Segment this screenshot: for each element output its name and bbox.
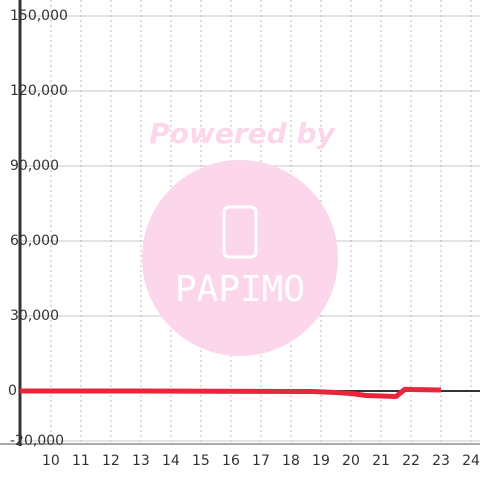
x-tick-label: 16 bbox=[222, 453, 240, 469]
watermark-logo: PAPIMO bbox=[175, 269, 305, 310]
y-tick-label: 30,000 bbox=[10, 308, 59, 324]
watermark-text: Powered by bbox=[149, 117, 336, 150]
x-tick-label: 12 bbox=[102, 453, 120, 469]
x-tick-label: 17 bbox=[252, 453, 270, 469]
y-tick-label: 150,000 bbox=[10, 8, 68, 24]
watermark: Powered by PAPIMO bbox=[142, 117, 338, 356]
x-tick-label: 21 bbox=[372, 453, 390, 469]
x-tick-label: 10 bbox=[42, 453, 60, 469]
y-tick-label: 60,000 bbox=[10, 233, 59, 249]
watermark-phone bbox=[222, 205, 258, 259]
y-tick-label: 0 bbox=[8, 383, 17, 399]
x-tick-label: 13 bbox=[132, 453, 150, 469]
x-tick-label: 11 bbox=[72, 453, 90, 469]
x-tick-label: 19 bbox=[312, 453, 330, 469]
x-tick-label: 15 bbox=[192, 453, 210, 469]
y-tick-label: 90,000 bbox=[10, 158, 59, 174]
x-tick-label: 14 bbox=[162, 453, 180, 469]
x-tick-label: 23 bbox=[432, 453, 450, 469]
x-tick-label: 24 bbox=[462, 453, 480, 469]
x-tick-label: 20 bbox=[342, 453, 360, 469]
x-tick-label: 18 bbox=[282, 453, 300, 469]
x-tick-label: 22 bbox=[402, 453, 420, 469]
y-tick-label: 120,000 bbox=[10, 83, 68, 99]
series-line bbox=[20, 386, 442, 399]
y-tick-label: -20,000 bbox=[10, 433, 64, 449]
